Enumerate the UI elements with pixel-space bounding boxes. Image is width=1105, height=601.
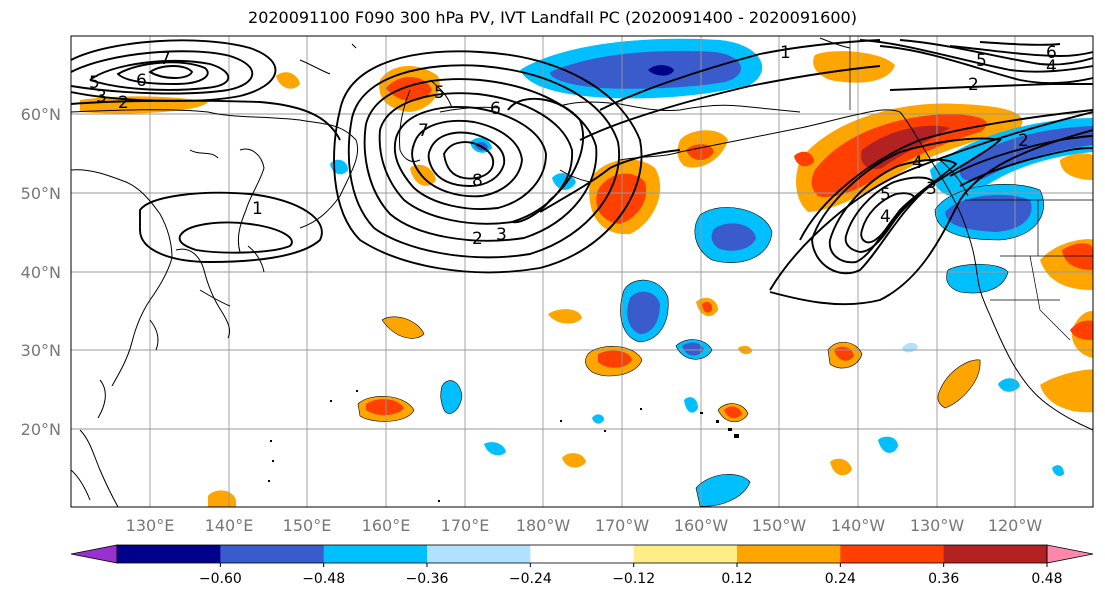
colorbar-cell bbox=[943, 545, 1048, 563]
islands bbox=[268, 390, 739, 502]
colorbar-tick-label: −0.48 bbox=[302, 571, 345, 587]
colorbar-outline bbox=[116, 544, 1048, 564]
colorbar-tick-label: 0.12 bbox=[721, 571, 752, 587]
colorbar-tick-label: −0.36 bbox=[406, 571, 449, 587]
lon-label: 180°W bbox=[516, 516, 571, 535]
contour-label: 7 bbox=[160, 49, 171, 69]
ivt-contours bbox=[71, 39, 1093, 306]
colorbar-tick-label: 0.24 bbox=[825, 571, 856, 587]
lon-label: 170°W bbox=[595, 516, 650, 535]
borders bbox=[849, 36, 1093, 341]
contour-label: 5 bbox=[434, 83, 445, 103]
blob-outlines bbox=[357, 183, 1044, 507]
colorbar-extend-low bbox=[70, 544, 118, 564]
lat-label: 30°N bbox=[21, 341, 61, 360]
contour-label: 4 bbox=[880, 207, 891, 227]
lat-label: 50°N bbox=[21, 184, 61, 203]
colorbar-cell bbox=[840, 545, 945, 563]
colorbar-cell bbox=[117, 545, 221, 563]
lon-label: 170°E bbox=[441, 516, 490, 535]
colorbar-tick-label: 0.48 bbox=[1031, 571, 1062, 587]
contour-label: 8 bbox=[472, 171, 483, 191]
contour-label: 5 bbox=[976, 51, 987, 71]
contour-label: 1 bbox=[252, 199, 263, 219]
contour-label: 6 bbox=[136, 71, 147, 91]
lat-label: 60°N bbox=[21, 105, 61, 124]
lon-label: 160°E bbox=[362, 516, 411, 535]
contour-label: 6 bbox=[1046, 43, 1057, 63]
lon-label: 160°W bbox=[674, 516, 729, 535]
lon-label: 140°E bbox=[205, 516, 254, 535]
lon-label: 140°W bbox=[831, 516, 886, 535]
colorbar-cells bbox=[70, 544, 1094, 564]
lon-label: 130°E bbox=[126, 516, 175, 535]
colorbar-cell bbox=[427, 545, 531, 563]
contour-label: 2 bbox=[472, 229, 483, 249]
lon-label: 120°W bbox=[988, 516, 1043, 535]
contour-label: 7 bbox=[418, 121, 429, 141]
contour-label: 3 bbox=[96, 87, 107, 107]
contour-label: 2 bbox=[118, 93, 129, 113]
colorbar-cell bbox=[737, 545, 841, 563]
colorbar-cell bbox=[220, 545, 325, 563]
lon-label: 150°W bbox=[752, 516, 807, 535]
colorbar-cell bbox=[633, 545, 738, 563]
lon-label: 130°W bbox=[910, 516, 965, 535]
contour-label: 5 bbox=[880, 185, 891, 205]
colorbar-tick-label: 0.36 bbox=[928, 571, 959, 587]
lat-label: 40°N bbox=[21, 263, 61, 282]
colorbar-extend-high bbox=[1046, 544, 1094, 564]
contour-label: 6 bbox=[490, 99, 501, 119]
page-title: 2020091100 F090 300 hPa PV, IVT Landfall… bbox=[248, 8, 857, 27]
contour-label: 3 bbox=[926, 179, 937, 199]
colorbar-ticks: −0.60 −0.48 −0.36 −0.24 −0.12 0.12 0.24 0.36 0.4… bbox=[199, 563, 1063, 587]
contour-label: 4 bbox=[1046, 57, 1057, 77]
lat-label: 20°N bbox=[21, 420, 61, 439]
lon-axis: 130°E 140°E 150°E 160°E 170°E 180°W 170°… bbox=[126, 516, 1043, 535]
map-border bbox=[70, 35, 1094, 508]
colorbar-tick-label: −0.60 bbox=[199, 571, 242, 587]
colorbar: −0.60 −0.48 −0.36 −0.24 −0.12 0.12 0.24 0.36 0.4… bbox=[70, 544, 1094, 587]
contour-label: 4 bbox=[912, 153, 923, 173]
contour-label: 2 bbox=[1018, 131, 1029, 151]
contour-label: 1 bbox=[780, 43, 791, 63]
colorbar-tick-label: −0.12 bbox=[612, 571, 655, 587]
contour-label: 3 bbox=[496, 225, 507, 245]
colorbar-tick-label: −0.24 bbox=[509, 571, 552, 587]
colorbar-cell bbox=[530, 545, 635, 563]
graticule bbox=[71, 36, 1093, 507]
contour-label: 2 bbox=[968, 75, 979, 95]
lon-label: 150°E bbox=[283, 516, 332, 535]
colorbar-cell bbox=[323, 545, 428, 563]
contour-labels: 7 6 5 3 2 1 5 7 6 8 2 3 1 6 5 4 2 4 5 4 … bbox=[89, 43, 1057, 249]
lat-axis: 60°N 50°N 40°N 30°N 20°N bbox=[21, 105, 61, 439]
coastlines bbox=[71, 37, 1093, 507]
contour-label: 5 bbox=[89, 73, 100, 93]
